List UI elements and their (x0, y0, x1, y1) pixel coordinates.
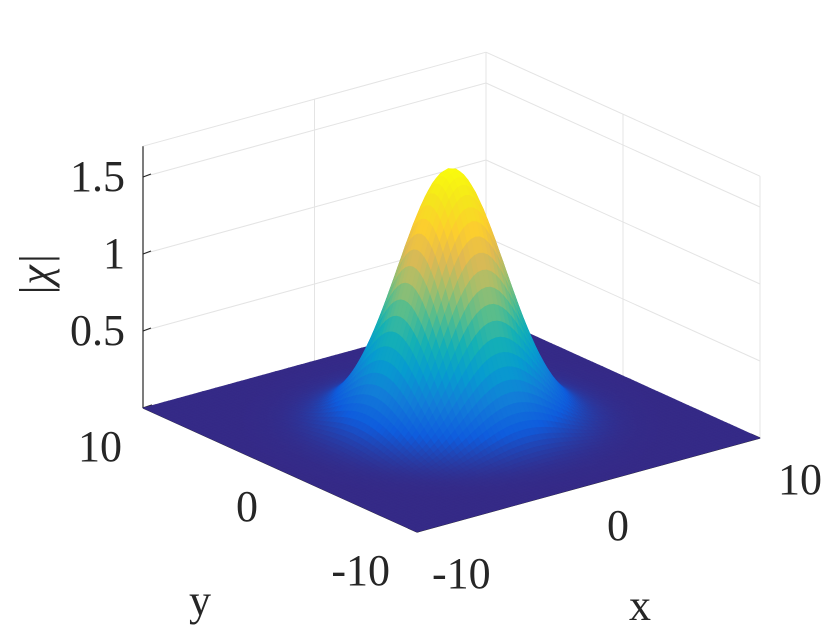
z-tick-mark (142, 250, 152, 255)
z-tick-mark (142, 173, 152, 178)
gaussian-surface (142, 168, 761, 533)
grid-line-top (142, 51, 487, 147)
grid-line-top (485, 51, 761, 177)
grid-line-z (142, 82, 487, 178)
grid-line-z (142, 159, 487, 255)
z-tick-mark (142, 327, 152, 332)
grid-line-z (485, 82, 761, 208)
grid-line-z (485, 159, 761, 285)
grid-line-z (485, 236, 761, 362)
